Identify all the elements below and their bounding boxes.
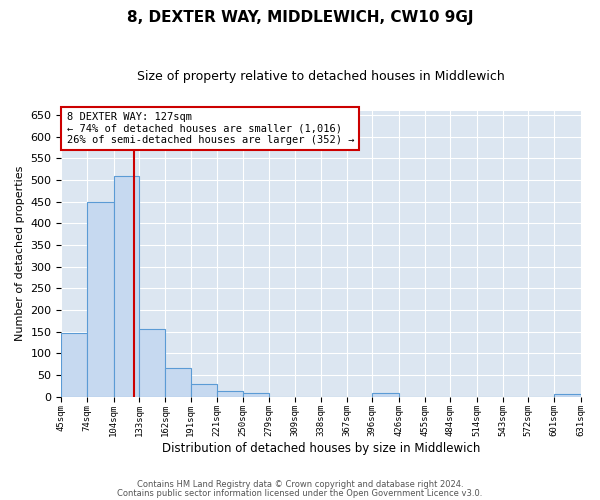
Text: 8, DEXTER WAY, MIDDLEWICH, CW10 9GJ: 8, DEXTER WAY, MIDDLEWICH, CW10 9GJ xyxy=(127,10,473,25)
Title: Size of property relative to detached houses in Middlewich: Size of property relative to detached ho… xyxy=(137,70,505,83)
Bar xyxy=(217,391,243,396)
Bar xyxy=(165,368,191,396)
Bar xyxy=(139,328,165,396)
Bar xyxy=(87,202,113,396)
Y-axis label: Number of detached properties: Number of detached properties xyxy=(15,166,25,341)
Bar xyxy=(61,333,87,396)
Text: Contains public sector information licensed under the Open Government Licence v3: Contains public sector information licen… xyxy=(118,488,482,498)
Bar xyxy=(373,393,399,396)
Bar xyxy=(243,393,269,396)
Bar xyxy=(113,176,139,396)
X-axis label: Distribution of detached houses by size in Middlewich: Distribution of detached houses by size … xyxy=(162,442,480,455)
Text: 8 DEXTER WAY: 127sqm
← 74% of detached houses are smaller (1,016)
26% of semi-de: 8 DEXTER WAY: 127sqm ← 74% of detached h… xyxy=(67,112,354,145)
Bar xyxy=(191,384,217,396)
Bar xyxy=(554,394,581,396)
Text: Contains HM Land Registry data © Crown copyright and database right 2024.: Contains HM Land Registry data © Crown c… xyxy=(137,480,463,489)
